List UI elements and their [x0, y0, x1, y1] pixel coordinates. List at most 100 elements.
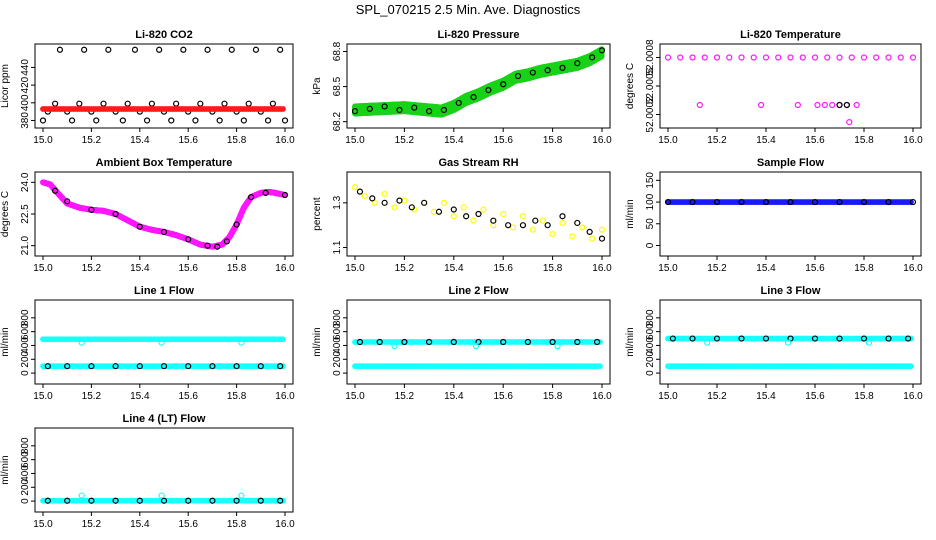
series-point	[846, 118, 853, 126]
panel-title: Ambient Box Temperature	[96, 157, 233, 169]
figure-title: SPL_070215 2.5 Min. Ave. Diagnostics	[356, 2, 581, 17]
plot-area	[39, 46, 289, 124]
x-tick-label: 16.0	[275, 263, 295, 274]
panel-title: Li-820 Temperature	[740, 29, 841, 41]
x-tick-label: 15.8	[543, 135, 563, 146]
plot-area	[40, 179, 289, 250]
y-axis-label: kPa	[312, 77, 323, 95]
plot-area	[351, 46, 606, 118]
series-point	[131, 46, 139, 53]
series-point	[836, 54, 843, 61]
series-point	[824, 54, 831, 61]
series-point	[105, 46, 112, 53]
series-point	[411, 104, 418, 111]
x-tick-label: 15.0	[345, 135, 365, 146]
x-tick-label: 15.2	[82, 263, 102, 274]
x-tick-label: 15.6	[178, 135, 198, 146]
plot-frame	[34, 171, 294, 257]
y-tick-label: 21.0	[20, 235, 31, 255]
series-point	[440, 106, 448, 114]
y-tick-label: 52.0002	[645, 96, 656, 133]
series-point	[156, 46, 163, 53]
series-point	[529, 69, 536, 76]
y-tick-label: 68.8	[332, 41, 343, 61]
y-axis-label: degrees C	[0, 191, 11, 237]
series-point	[689, 54, 696, 61]
series-point	[281, 117, 289, 124]
series-point	[836, 101, 843, 109]
y-tick-label: 420	[20, 76, 31, 93]
series-point	[574, 60, 581, 67]
series-point	[589, 54, 596, 61]
x-tick-label: 15.0	[658, 135, 678, 146]
series-point	[701, 54, 708, 61]
series-black	[836, 101, 850, 109]
series-point	[180, 46, 187, 53]
series-point	[794, 101, 801, 109]
series-point	[76, 100, 83, 107]
series-point	[713, 54, 721, 61]
series-point	[100, 100, 107, 107]
y-tick-label: 440	[20, 59, 31, 76]
series-point	[848, 54, 855, 61]
series-red	[40, 106, 286, 112]
series-point	[381, 103, 388, 110]
series-point	[696, 101, 703, 109]
series-point	[221, 100, 228, 107]
y-tick-label: 52.0005	[645, 67, 656, 104]
series-point	[860, 54, 868, 61]
plot-frame	[346, 43, 611, 129]
y-tick-label: 68.5	[332, 76, 343, 96]
series-point	[197, 100, 204, 107]
series-point	[762, 54, 770, 61]
series-point	[485, 86, 492, 94]
plot-frame	[659, 43, 922, 129]
series-green	[352, 46, 605, 118]
series-point	[787, 54, 794, 61]
series-point	[853, 101, 860, 109]
x-tick-label: 16.0	[903, 135, 923, 146]
x-tick-label: 16.0	[275, 135, 295, 146]
series-point	[148, 100, 155, 107]
y-tick-label: 400	[20, 94, 31, 111]
series-point	[216, 117, 223, 124]
series-point	[264, 117, 272, 124]
x-tick-label: 15.4	[444, 135, 464, 146]
series-point	[897, 54, 904, 61]
series-point	[544, 67, 551, 74]
series-magenta	[664, 54, 917, 126]
series-point	[81, 46, 88, 53]
x-tick-label: 15.4	[130, 263, 150, 274]
series-point	[51, 100, 59, 107]
series-point	[909, 54, 917, 61]
series-point	[39, 117, 47, 124]
x-tick-label: 15.6	[805, 135, 825, 146]
x-tick-label: 15.8	[227, 263, 247, 274]
x-tick-label: 15.6	[493, 135, 513, 146]
series-point	[514, 72, 522, 80]
y-axis-label: Licor ppm	[0, 64, 11, 108]
y-tick-label: 24.0	[20, 172, 31, 192]
series-point	[885, 54, 892, 61]
y-tick-label: 22.5	[20, 204, 31, 224]
series-point	[455, 99, 462, 107]
series-point	[119, 117, 126, 124]
series-point	[56, 46, 64, 53]
series-point	[168, 117, 175, 124]
series-magenta	[40, 179, 288, 250]
series-point	[664, 54, 672, 61]
x-tick-label: 16.0	[592, 135, 612, 146]
plot-frame	[34, 43, 294, 129]
series-black	[351, 47, 606, 115]
series-point	[775, 54, 782, 61]
series-point	[873, 54, 880, 61]
y-tick-label: 68.2	[332, 111, 343, 131]
series-point	[738, 54, 745, 61]
y-axis-label: degrees C	[625, 63, 636, 109]
x-tick-label: 15.8	[854, 135, 874, 146]
series-point	[750, 54, 757, 61]
series-point	[93, 117, 100, 124]
series-point	[500, 81, 507, 88]
